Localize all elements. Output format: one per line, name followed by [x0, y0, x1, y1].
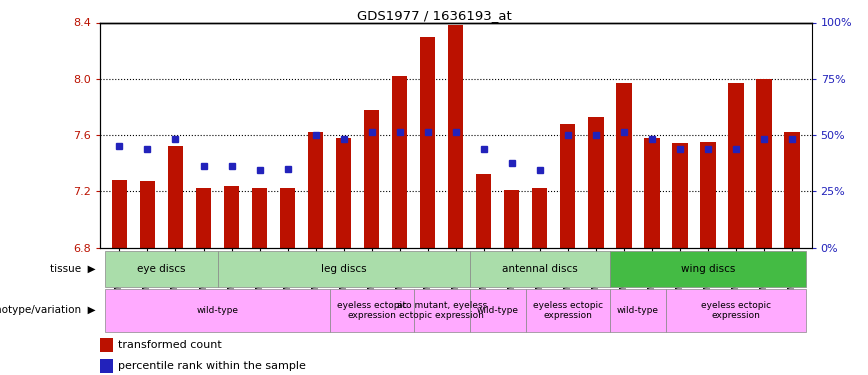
Text: transformed count: transformed count	[118, 340, 221, 350]
Bar	[470, 289, 526, 332]
Text: eyeless ectopic
expression: eyeless ectopic expression	[337, 301, 407, 320]
Bar	[308, 132, 323, 248]
Bar	[532, 189, 548, 248]
Bar	[112, 180, 127, 248]
Text: wild-type: wild-type	[617, 306, 659, 315]
Bar	[224, 186, 240, 248]
Text: eyeless ectopic
expression: eyeless ectopic expression	[700, 301, 771, 320]
Text: wild-type: wild-type	[196, 306, 239, 315]
Bar	[470, 251, 610, 287]
Bar	[392, 76, 407, 248]
Text: antennal discs: antennal discs	[502, 264, 577, 274]
Bar	[616, 83, 632, 248]
Bar	[279, 189, 295, 248]
Bar	[644, 138, 660, 248]
Bar	[610, 251, 806, 287]
Bar	[700, 142, 715, 248]
Bar	[785, 132, 799, 248]
Bar	[610, 289, 666, 332]
Bar	[666, 289, 806, 332]
Bar	[476, 174, 491, 248]
Bar	[672, 144, 687, 248]
Text: eyeless ectopic
expression: eyeless ectopic expression	[533, 301, 603, 320]
Bar	[526, 289, 610, 332]
Text: wing discs: wing discs	[681, 264, 735, 274]
Bar	[420, 37, 436, 248]
Bar	[560, 124, 575, 248]
Bar	[140, 182, 155, 248]
Bar	[105, 289, 330, 332]
Bar	[105, 251, 218, 287]
Bar	[504, 190, 519, 248]
Text: percentile rank within the sample: percentile rank within the sample	[118, 361, 306, 371]
Bar	[448, 25, 464, 248]
Text: leg discs: leg discs	[321, 264, 366, 274]
Bar	[168, 146, 183, 248]
Bar	[196, 189, 211, 248]
Text: eye discs: eye discs	[137, 264, 186, 274]
Text: tissue  ▶: tissue ▶	[49, 264, 95, 274]
Bar	[100, 338, 113, 352]
Bar	[252, 189, 267, 248]
Bar	[756, 79, 772, 248]
Text: ato mutant, eyeless
ectopic expression: ato mutant, eyeless ectopic expression	[397, 301, 487, 320]
Bar	[589, 117, 603, 248]
Bar	[336, 138, 352, 248]
Bar	[330, 289, 414, 332]
Bar	[100, 358, 113, 373]
Text: genotype/variation  ▶: genotype/variation ▶	[0, 305, 95, 315]
Bar	[364, 110, 379, 248]
Text: GDS1977 / 1636193_at: GDS1977 / 1636193_at	[357, 9, 511, 22]
Text: wild-type: wild-type	[477, 306, 519, 315]
Bar	[414, 289, 470, 332]
Bar	[728, 83, 744, 248]
Bar	[218, 251, 470, 287]
